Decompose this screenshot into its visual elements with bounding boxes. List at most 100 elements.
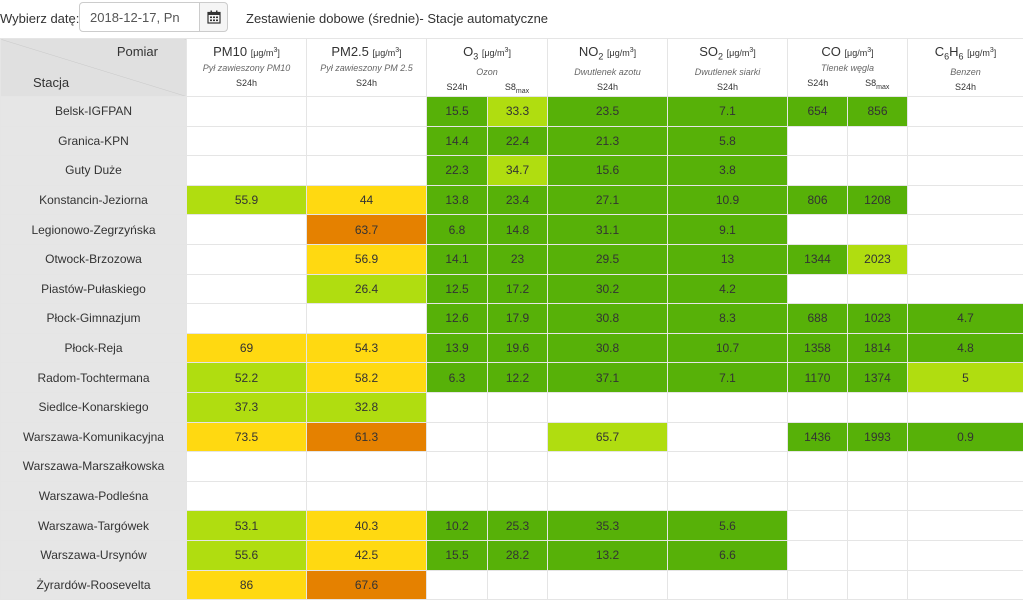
corner-measurement-label: Pomiar	[116, 44, 158, 59]
calendar-button[interactable]	[199, 2, 228, 32]
value-cell	[787, 391, 849, 423]
aggregation-label: S24h	[955, 81, 977, 92]
table-row: Radom-Tochtermana 52.2 58.2 6.3 12.2 37.1 7.1 1…	[0, 362, 1023, 393]
value-cell: 33.3	[486, 96, 549, 127]
pollutant-description: Dwutlenek azotu	[574, 66, 641, 77]
value-cell	[787, 214, 849, 245]
value-cell: 55.9	[186, 184, 307, 216]
value-cell	[306, 451, 427, 482]
value-cell	[907, 155, 1023, 186]
column-header-co: CO [μg/m3] Tlenek węgla S24h S8max	[787, 38, 909, 97]
value-cell	[486, 421, 549, 453]
unit-label: [μg/m3]	[250, 47, 280, 58]
value-cell: 4.7	[907, 303, 1023, 334]
pollutant-name: SO2 [μg/m3]	[699, 44, 756, 62]
value-cell: 25.3	[486, 510, 549, 541]
table-row: Belsk-IGFPAN 15.5 33.3 23.5 7.1 654 856	[0, 96, 1023, 127]
pollutant-name: PM2.5 [μg/m3]	[331, 44, 402, 59]
value-cell: 13.8	[426, 184, 488, 216]
pollutant-description: Benzen	[950, 66, 981, 77]
table-row: Warszawa-Podleśna	[0, 480, 1023, 512]
value-cell: 31.1	[547, 214, 669, 245]
corner-station-label: Stacja	[33, 75, 70, 90]
value-cell	[787, 480, 849, 512]
value-cell: 27.1	[547, 184, 669, 216]
value-cell: 13	[667, 243, 789, 275]
value-cell	[907, 273, 1023, 305]
table-row: Warszawa-Ursynów 55.6 42.5 15.5 28.2 13.2 6.6	[0, 539, 1023, 571]
table-row: Guty Duże 22.3 34.7 15.6 3.8	[0, 155, 1023, 186]
value-cell: 14.8	[486, 214, 549, 245]
value-cell	[186, 125, 307, 157]
aggregation-label: S24h	[355, 78, 378, 88]
unit-label: [μg/m3]	[726, 47, 756, 58]
value-cell	[186, 480, 307, 512]
station-name: Warszawa-Targówek	[0, 510, 187, 541]
value-cell: 34.7	[486, 155, 549, 186]
aggregation-label: S24h	[446, 81, 468, 92]
value-cell: 23	[486, 243, 549, 275]
value-cell: 21.3	[547, 125, 669, 157]
unit-label: [μg/m3]	[844, 47, 874, 58]
value-cell: 6.8	[426, 214, 488, 245]
value-cell: 52.2	[186, 362, 307, 393]
value-cell	[547, 569, 669, 600]
station-name: Płock-Gimnazjum	[0, 303, 187, 334]
station-name: Guty Duże	[0, 155, 187, 186]
value-cell	[186, 273, 307, 305]
value-cell	[847, 510, 909, 541]
value-cell	[186, 214, 307, 245]
calendar-icon	[206, 10, 221, 24]
value-cell: 23.4	[486, 184, 549, 216]
station-name: Belsk-IGFPAN	[0, 96, 187, 127]
table-row: Otwock-Brzozowa 56.9 14.1 23 29.5 13 1344 2023	[0, 243, 1023, 275]
value-cell	[907, 391, 1023, 423]
value-cell: 1993	[847, 421, 909, 453]
value-cell	[787, 155, 849, 186]
value-cell	[486, 391, 549, 423]
table-row: Warszawa-Targówek 53.1 40.3 10.2 25.3 35.3 5.6	[0, 510, 1023, 541]
station-name: Otwock-Brzozowa	[0, 243, 187, 275]
report-title: Zestawienie dobowe (średnie)- Stacje aut…	[246, 11, 549, 26]
value-cell: 63.7	[306, 214, 427, 245]
value-cell: 15.5	[426, 539, 488, 571]
value-cell: 30.8	[547, 332, 669, 364]
value-cell: 806	[787, 184, 849, 216]
station-name: Piastów-Pułaskiego	[0, 273, 187, 305]
value-cell: 53.1	[186, 510, 307, 541]
value-cell	[907, 243, 1023, 275]
value-cell: 856	[847, 96, 909, 127]
value-cell	[306, 96, 427, 127]
aggregation-labels: S24h	[549, 82, 667, 92]
value-cell: 86	[186, 569, 307, 600]
value-cell	[667, 391, 789, 423]
column-header-no2: NO2 [μg/m3] Dwutlenek azotu S24h	[547, 38, 669, 97]
value-cell: 14.4	[426, 125, 488, 157]
value-cell: 10.7	[667, 332, 789, 364]
value-cell	[186, 243, 307, 275]
value-cell	[787, 510, 849, 541]
value-cell	[907, 480, 1023, 512]
date-label: Wybierz datę:	[0, 11, 80, 26]
value-cell	[306, 155, 427, 186]
table-row: Legionowo-Zegrzyńska 63.7 6.8 14.8 31.1 9.1	[0, 214, 1023, 245]
value-cell	[847, 451, 909, 482]
value-cell	[847, 480, 909, 512]
aggregation-label: S24h	[807, 78, 829, 88]
value-cell: 12.2	[486, 362, 549, 393]
pollutant-name: PM10 [μg/m3]	[213, 44, 280, 59]
value-cell	[486, 480, 549, 512]
value-cell: 7.1	[667, 362, 789, 393]
value-cell	[186, 155, 307, 186]
station-name: Płock-Reja	[0, 332, 187, 364]
measurements-table: Pomiar Stacja PM10 [μg/m3] Pył zawieszony…	[0, 38, 1023, 600]
pollutant-name: CO [μg/m3]	[821, 44, 874, 59]
unit-label: [μg/m3]	[481, 47, 511, 58]
value-cell: 12.5	[426, 273, 488, 305]
value-cell: 1344	[787, 243, 849, 275]
value-cell: 9.1	[667, 214, 789, 245]
value-cell: 30.8	[547, 303, 669, 334]
value-cell: 10.9	[667, 184, 789, 216]
value-cell: 22.3	[426, 155, 488, 186]
date-input[interactable]	[79, 2, 200, 32]
